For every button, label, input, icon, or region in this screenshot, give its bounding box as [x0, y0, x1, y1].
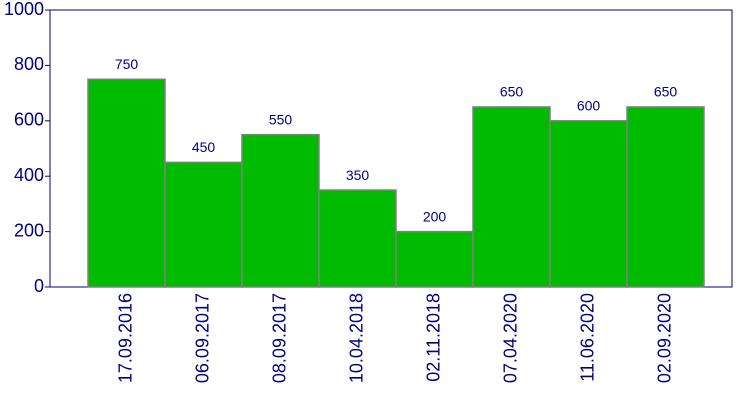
x-tick-label: 10.04.2018: [346, 293, 366, 383]
bar: [395, 230, 474, 288]
x-tick-label: 02.11.2018: [423, 293, 443, 382]
x-tick-label: 02.09.2020: [654, 293, 674, 383]
bar: [241, 133, 320, 288]
y-tick-label: 400: [14, 165, 44, 185]
data-label: 650: [654, 84, 678, 100]
bar: [626, 106, 705, 288]
y-tick-label: 1000: [4, 0, 44, 19]
bar: [472, 106, 551, 288]
bar: [164, 161, 243, 288]
data-label: 600: [577, 98, 601, 114]
y-tick-label: 600: [14, 110, 44, 130]
x-tick-label: 07.04.2020: [500, 293, 520, 383]
data-label: 650: [500, 84, 524, 100]
x-tick-label: 06.09.2017: [192, 293, 212, 383]
data-label: 550: [269, 111, 293, 127]
x-tick-label: 08.09.2017: [269, 293, 289, 383]
x-tick-label: 17.09.2016: [115, 293, 135, 383]
bar: [318, 189, 397, 288]
data-label: 750: [115, 56, 139, 72]
x-tick-label: 11.06.2020: [577, 293, 597, 382]
data-label: 350: [346, 167, 370, 183]
bar: [549, 120, 628, 288]
data-label: 450: [192, 139, 216, 155]
y-tick-label: 800: [14, 54, 44, 74]
data-label: 200: [423, 208, 447, 224]
bar: [87, 78, 166, 288]
y-tick-label: 0: [34, 276, 44, 296]
y-tick-label: 200: [14, 220, 44, 240]
